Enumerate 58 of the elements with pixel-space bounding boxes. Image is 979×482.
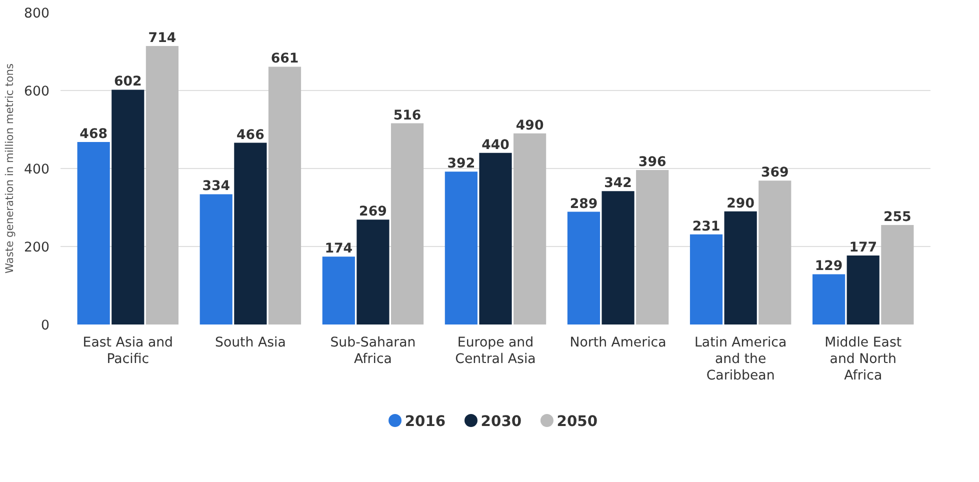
bar — [636, 170, 669, 324]
data-label: 269 — [359, 204, 387, 220]
data-label: 392 — [447, 156, 476, 172]
data-label: 334 — [202, 179, 230, 194]
bar — [479, 152, 512, 324]
x-tick-label: Middle East and North Africa — [824, 336, 902, 384]
legend-label: 2030 — [480, 413, 522, 430]
x-tick-label: East Asia and Pacific — [82, 336, 174, 367]
data-label: 396 — [638, 155, 666, 170]
y-tick-label: 600 — [24, 84, 50, 100]
bar — [724, 211, 757, 324]
y-tick-label: 400 — [24, 162, 50, 178]
data-label: 466 — [236, 128, 264, 143]
bar — [514, 133, 546, 324]
data-label: 255 — [884, 210, 912, 226]
legend-label: 2050 — [556, 413, 598, 430]
bar — [77, 142, 110, 324]
y-axis-title: Waste generation in million metric tons — [3, 63, 16, 274]
bar — [390, 123, 424, 324]
bar — [690, 234, 723, 324]
data-label: 129 — [814, 259, 843, 274]
bar — [200, 194, 232, 324]
y-tick-label: 0 — [41, 318, 50, 334]
data-label: 602 — [114, 74, 142, 90]
x-tick-label: Latin America and the Caribbean — [694, 336, 787, 384]
bar — [567, 212, 600, 324]
data-label: 516 — [393, 108, 422, 124]
data-label: 290 — [726, 196, 754, 212]
x-tick-label: Sub-Saharan Africa — [330, 336, 416, 367]
data-label: 661 — [270, 52, 299, 67]
bar — [812, 274, 846, 324]
y-tick-label: 200 — [24, 240, 50, 256]
data-label: 289 — [570, 196, 598, 212]
bar — [112, 90, 144, 324]
bar — [444, 172, 478, 324]
bar — [602, 191, 634, 324]
data-label: 714 — [148, 31, 176, 46]
data-label: 490 — [516, 118, 544, 134]
data-label: 342 — [604, 176, 632, 192]
data-label: 468 — [80, 126, 108, 142]
data-label: 177 — [849, 240, 878, 256]
bar — [146, 46, 178, 324]
bar — [268, 66, 302, 324]
data-label: 231 — [692, 219, 720, 234]
bar — [322, 256, 355, 324]
data-label: 174 — [324, 242, 353, 257]
bar — [758, 180, 792, 324]
legend-label: 2016 — [404, 413, 446, 430]
x-tick-label: North America — [570, 336, 666, 350]
x-tick-label: South Asia — [214, 336, 286, 350]
y-tick-label: 800 — [24, 6, 50, 22]
bar — [234, 142, 267, 324]
bar — [356, 220, 390, 324]
bar — [846, 255, 880, 324]
bar — [881, 225, 914, 324]
data-label: 369 — [760, 166, 789, 181]
x-tick-label: Europe and Central Asia — [455, 336, 536, 367]
data-label: 440 — [482, 138, 510, 153]
